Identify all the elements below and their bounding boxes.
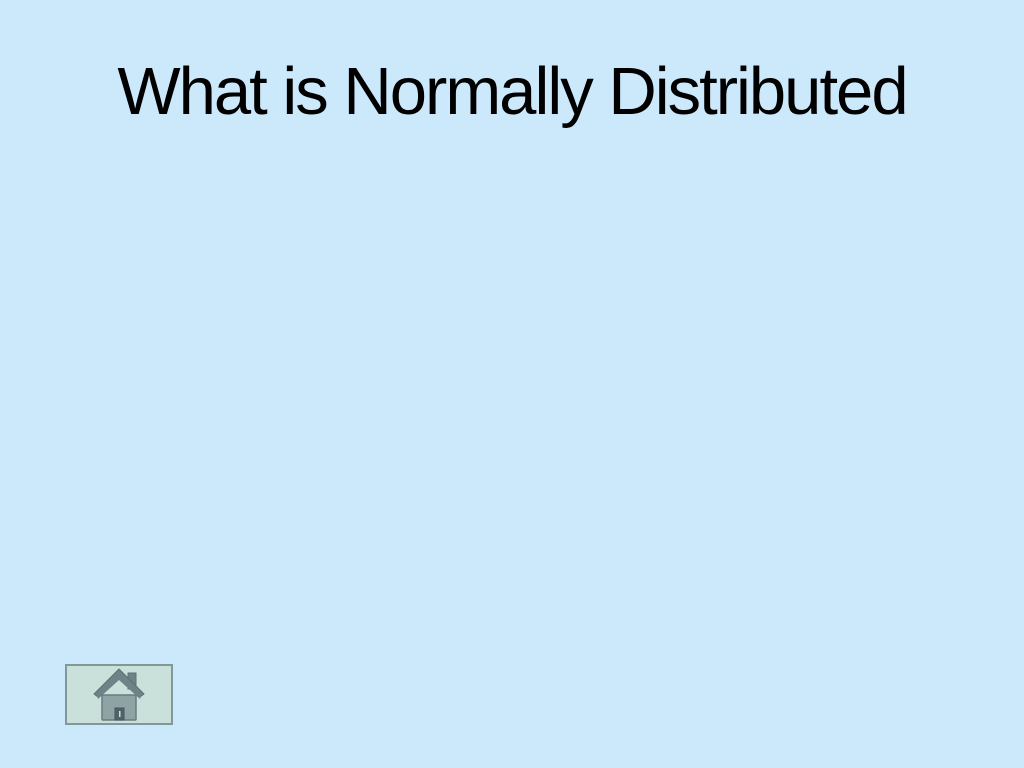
home-icon-eave <box>97 675 141 699</box>
home-icon-door-handle <box>119 711 121 717</box>
slide-title: What is Normally Distributed <box>117 54 908 129</box>
home-icon <box>93 668 145 721</box>
home-button[interactable] <box>65 664 173 725</box>
